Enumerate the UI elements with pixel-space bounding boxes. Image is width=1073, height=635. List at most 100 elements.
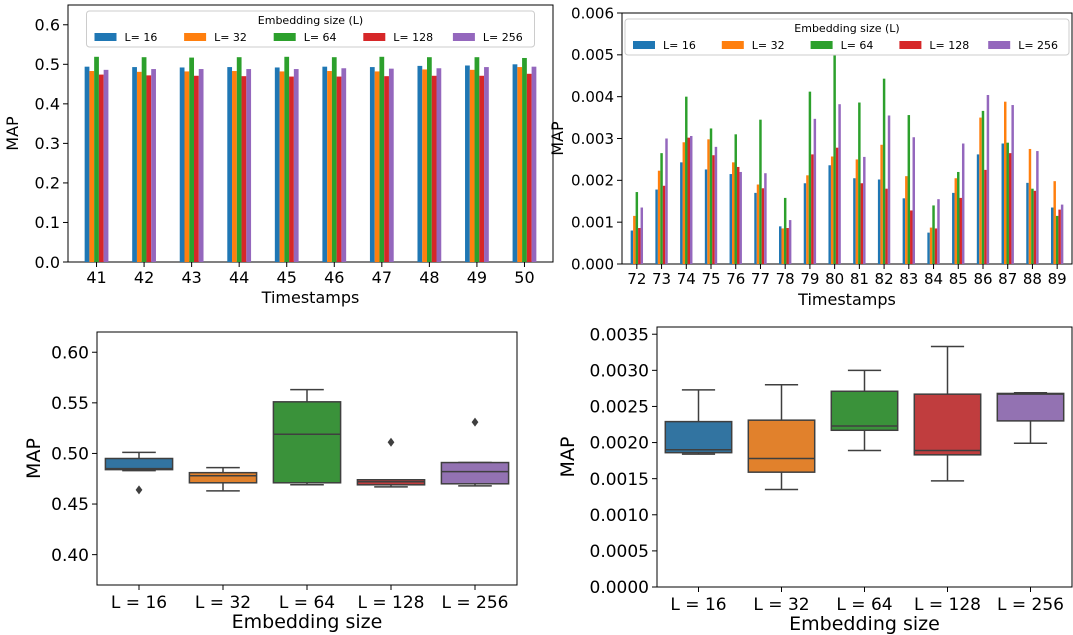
bar [880,144,883,264]
legend-label: L= 32 [214,31,247,44]
bar-chart-2: 0.000 0.001 0.002 0.003 0.004 0.005 0.006 MAP Ti… [548,4,1073,309]
y-tick-label: 0.0005 [590,542,649,562]
bar [184,71,190,262]
bar [630,230,634,264]
bar [882,78,886,264]
y-axis-label: MAP [3,116,22,151]
legend-label: L= 64 [304,31,337,44]
x-tick-label: 82 [875,270,894,288]
bar [732,162,735,264]
x-tick-label: 41 [86,268,106,287]
bar [736,166,740,264]
bar [984,169,987,264]
legend-swatch [633,41,655,49]
legend-swatch [810,41,833,49]
bar [756,184,760,264]
y-axis-label: MAP [23,438,45,479]
legend-item: L= 32 [721,39,785,52]
bar [374,71,380,262]
x-tick-label: L = 128 [358,593,425,613]
bar [961,143,965,264]
box-body [747,419,816,473]
bar [655,189,658,264]
legend-swatch [452,33,475,41]
bar [833,54,836,265]
bar [803,183,807,264]
y-tick-label: 0.50 [51,445,89,465]
bar [811,154,814,264]
y-tick-label: 0.0015 [590,470,649,490]
bar [712,155,715,264]
legend-item: L= 64 [810,39,873,52]
y-tick-label: 0.002 [571,172,614,190]
bar [388,68,394,262]
bar [912,137,915,264]
bar [682,142,686,264]
legend: Embedding size (L) L= 16 L= 32 L= 64 L= 128 L… [624,18,1070,56]
x-tick-label: 75 [701,270,720,288]
bar [635,192,639,264]
box-body [188,471,258,484]
x-tick-label: L = 128 [914,595,981,615]
x-tick-label: 78 [776,270,795,288]
bar [474,57,480,263]
x-tick-label: 80 [825,270,844,288]
legend-swatch [899,41,922,49]
y-tick-label: 0.45 [51,495,89,515]
bar [103,69,109,262]
y-axis-label: MAP [548,121,567,156]
legend-item: L= 16 [633,39,696,52]
bar [1055,215,1059,264]
bar [1053,181,1056,264]
bar [986,94,990,264]
legend-item: L= 256 [452,31,523,44]
x-tick-label: 85 [949,270,968,288]
x-tick-label: 77 [751,270,770,288]
bar [289,76,294,263]
bar [764,173,767,264]
bar [704,169,708,264]
outlier-point [387,437,395,447]
outlier-point [471,417,479,427]
box-3 [272,388,342,486]
x-tick-label: L = 256 [997,595,1064,615]
x-tick-label: L = 16 [111,593,167,613]
bar [734,134,737,264]
bar [640,207,644,264]
box-3 [830,369,899,452]
x-tick-label: 72 [627,270,646,288]
x-tick-label: 44 [229,268,249,287]
bar [783,197,787,264]
x-axis-label: Timestamps [797,290,896,309]
bar [885,188,888,264]
bar [322,66,328,263]
bar [89,71,95,262]
bar [952,192,955,264]
bar [976,154,980,264]
y-tick-label: 0.0020 [590,434,649,454]
y-tick-label: 0.60 [51,343,89,363]
x-tick-label: 74 [677,270,696,288]
box-body [664,420,733,454]
bar [522,57,527,262]
bar [1026,182,1029,264]
bar [689,135,693,264]
bar [813,118,817,264]
legend-label: L= 16 [125,31,158,44]
legend-label: L= 256 [1018,39,1058,52]
legend-item: L= 64 [273,31,337,44]
box-5 [996,391,1065,445]
bar [937,199,940,264]
x-tick-label: 86 [973,270,992,288]
bar [729,174,733,264]
legend-label: L= 128 [393,31,433,44]
bar [1036,151,1039,264]
bar [739,171,742,264]
bar [981,110,985,264]
legend-label: L= 128 [929,39,969,52]
bar [232,71,237,262]
legend-title: Embedding size (L) [794,22,899,35]
bar [709,128,713,264]
